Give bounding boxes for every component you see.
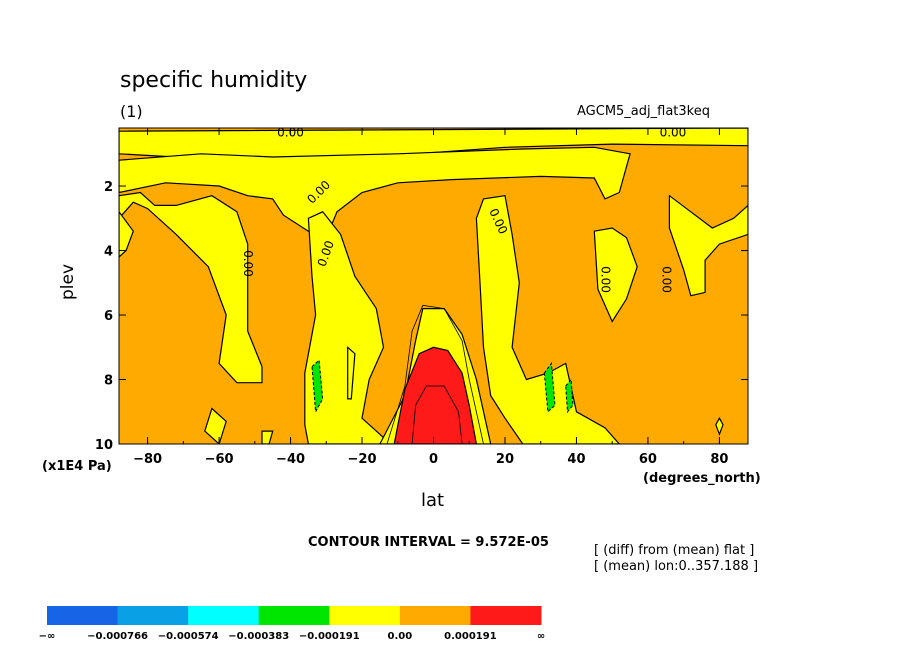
x-tick-label: −20 bbox=[348, 452, 377, 467]
y-tick-label: 8 bbox=[104, 374, 113, 389]
colorbar-swatch bbox=[117, 606, 189, 625]
y-tick-label: 2 bbox=[104, 180, 113, 195]
contour-region-right-col bbox=[593, 227, 638, 323]
contour-label: 0.00 bbox=[599, 266, 613, 293]
contour-label: 0.00 bbox=[659, 266, 673, 293]
colorbar-label: −0.000191 bbox=[299, 631, 360, 642]
contour-region-background bbox=[119, 128, 748, 444]
x-axis-units: (degrees_north) bbox=[643, 471, 761, 486]
contour-label: 0.00 bbox=[660, 125, 687, 139]
colorbar-label: −0.000383 bbox=[228, 631, 289, 642]
plot-area: 0.00 0.000.000.00 0.000.000.00 0.00 bbox=[119, 125, 748, 444]
contour-interval: CONTOUR INTERVAL = 9.572E-05 bbox=[308, 535, 549, 550]
colorbar-swatch bbox=[47, 606, 119, 625]
colorbar-label: ∞ bbox=[537, 631, 545, 642]
x-tick-label: −60 bbox=[205, 452, 234, 467]
y-tick-label: 10 bbox=[95, 438, 113, 453]
x-tick-label: 20 bbox=[496, 452, 514, 467]
x-tick-label: 40 bbox=[567, 452, 585, 467]
colorbar-label: −0.000574 bbox=[158, 631, 219, 642]
contour-region-left-cell bbox=[304, 211, 392, 444]
dataset-name: AGCM5_adj_flat3keq bbox=[577, 104, 710, 119]
colorbar-swatch bbox=[399, 606, 471, 625]
negative-patch-1 bbox=[543, 362, 556, 413]
note-mean: [ (mean) lon:0..357.188 ] bbox=[594, 559, 759, 574]
chart-subtitle: (1) bbox=[120, 102, 143, 121]
x-axis-label: lat bbox=[421, 490, 445, 511]
y-tick-label: 6 bbox=[104, 309, 113, 324]
x-tick-label: −80 bbox=[133, 452, 162, 467]
negative-patch-2 bbox=[565, 378, 574, 414]
colorbar-swatch bbox=[329, 606, 401, 625]
x-tick-label: 0 bbox=[429, 452, 438, 467]
colorbar-swatch bbox=[470, 606, 542, 625]
contour-region-left-small bbox=[204, 407, 227, 444]
colorbar-label: −∞ bbox=[39, 631, 56, 642]
contour-region-left-bump bbox=[119, 191, 263, 384]
contour-region-red-core bbox=[393, 346, 478, 444]
contour-region-left-dots bbox=[347, 345, 356, 400]
contour-region-right-edge bbox=[668, 194, 748, 297]
colorbar-label: 0.00 bbox=[388, 631, 413, 642]
colorbar-swatch bbox=[188, 606, 260, 625]
x-tick-label: −40 bbox=[276, 452, 305, 467]
colorbar-swatch bbox=[258, 606, 330, 625]
contour-region-left-edge bbox=[119, 210, 134, 258]
contour-region-right-cell bbox=[475, 195, 621, 444]
contour-region-right-small bbox=[715, 416, 724, 437]
negative-patch-0 bbox=[311, 359, 324, 414]
x-tick-label: 60 bbox=[639, 452, 657, 467]
contour-line-0 bbox=[411, 385, 463, 444]
note-diff: [ (diff) from (mean) flat ] bbox=[594, 543, 755, 558]
contour-line-1 bbox=[386, 304, 484, 444]
colorbar-label: −0.000766 bbox=[87, 631, 148, 642]
x-tick-label: 80 bbox=[710, 452, 728, 467]
contour-region-upper-mid bbox=[119, 146, 631, 239]
colorbar-label: 0.000191 bbox=[444, 631, 497, 642]
y-axis-units: (x1E4 Pa) bbox=[42, 459, 112, 474]
contour-region-left-small2 bbox=[261, 430, 274, 444]
chart-title: specific humidity bbox=[120, 68, 308, 93]
y-tick-label: 4 bbox=[104, 245, 113, 260]
contour-label: 0.00 bbox=[241, 250, 255, 277]
